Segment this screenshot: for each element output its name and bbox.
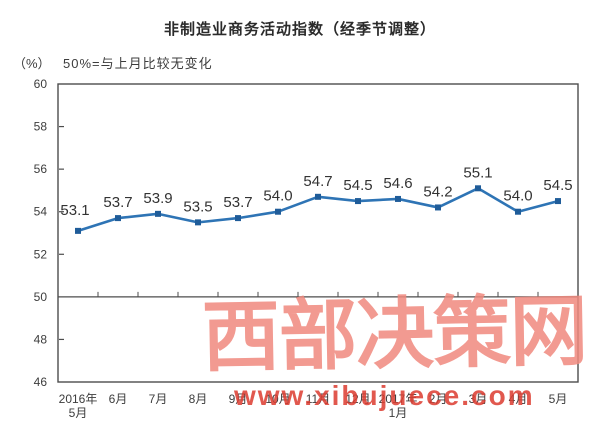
data-point bbox=[275, 208, 281, 215]
y-tick-label: 46 bbox=[34, 375, 48, 389]
data-label: 54.7 bbox=[303, 173, 332, 190]
x-tick-label: 11月 bbox=[306, 392, 330, 406]
y-tick-label: 60 bbox=[34, 77, 48, 91]
plot-border bbox=[57, 83, 579, 383]
x-tick-label: 6月 bbox=[109, 392, 128, 406]
data-point bbox=[75, 227, 81, 234]
data-label: 54.0 bbox=[503, 188, 532, 205]
y-tick-label: 56 bbox=[34, 162, 48, 176]
data-label: 54.0 bbox=[263, 188, 292, 205]
data-label: 54.5 bbox=[343, 177, 372, 194]
data-label: 53.9 bbox=[143, 190, 172, 207]
data-label: 53.7 bbox=[223, 194, 252, 211]
data-label: 54.6 bbox=[383, 175, 412, 192]
reference-line-note: 50%=与上月比较无变化 bbox=[63, 56, 213, 71]
x-tick-label: 1月 bbox=[389, 406, 408, 420]
data-point bbox=[115, 215, 121, 222]
y-tick-label: 58 bbox=[34, 120, 48, 134]
x-tick-label: 5月 bbox=[69, 406, 88, 420]
x-tick-label: 5月 bbox=[549, 392, 568, 406]
x-tick-label: 4月 bbox=[509, 392, 528, 406]
data-point bbox=[355, 198, 361, 205]
data-point bbox=[555, 198, 561, 205]
data-point bbox=[195, 219, 201, 226]
x-tick-label: 2016年 bbox=[59, 392, 98, 406]
data-label: 54.2 bbox=[423, 183, 452, 200]
data-label: 53.5 bbox=[183, 198, 212, 215]
x-tick-label: 9月 bbox=[229, 392, 248, 406]
x-tick-label: 7月 bbox=[149, 392, 168, 406]
data-point bbox=[475, 185, 481, 192]
x-tick-label: 10月 bbox=[265, 392, 290, 406]
data-point bbox=[435, 204, 441, 211]
data-label: 53.1 bbox=[60, 202, 89, 219]
chart-title: 非制造业商务活动指数（经季节调整） bbox=[163, 21, 436, 38]
x-tick-label: 3月 bbox=[469, 392, 488, 406]
data-point bbox=[235, 215, 241, 222]
data-point bbox=[155, 210, 161, 217]
data-point bbox=[315, 193, 321, 200]
data-label: 55.1 bbox=[463, 164, 492, 181]
y-tick-label: 52 bbox=[34, 247, 48, 261]
y-tick-label: 50 bbox=[34, 290, 48, 304]
data-label: 53.7 bbox=[103, 194, 132, 211]
x-tick-label: 2月 bbox=[429, 392, 448, 406]
y-tick-label: 48 bbox=[34, 332, 48, 346]
data-point bbox=[515, 208, 521, 215]
x-tick-label: 12月 bbox=[345, 392, 370, 406]
data-point bbox=[395, 195, 401, 202]
x-tick-label: 8月 bbox=[189, 392, 208, 406]
y-axis-unit-label: （%） bbox=[13, 56, 51, 71]
data-label: 54.5 bbox=[543, 177, 572, 194]
y-tick-label: 54 bbox=[34, 205, 48, 219]
x-tick-label: 2017年 bbox=[379, 392, 418, 406]
